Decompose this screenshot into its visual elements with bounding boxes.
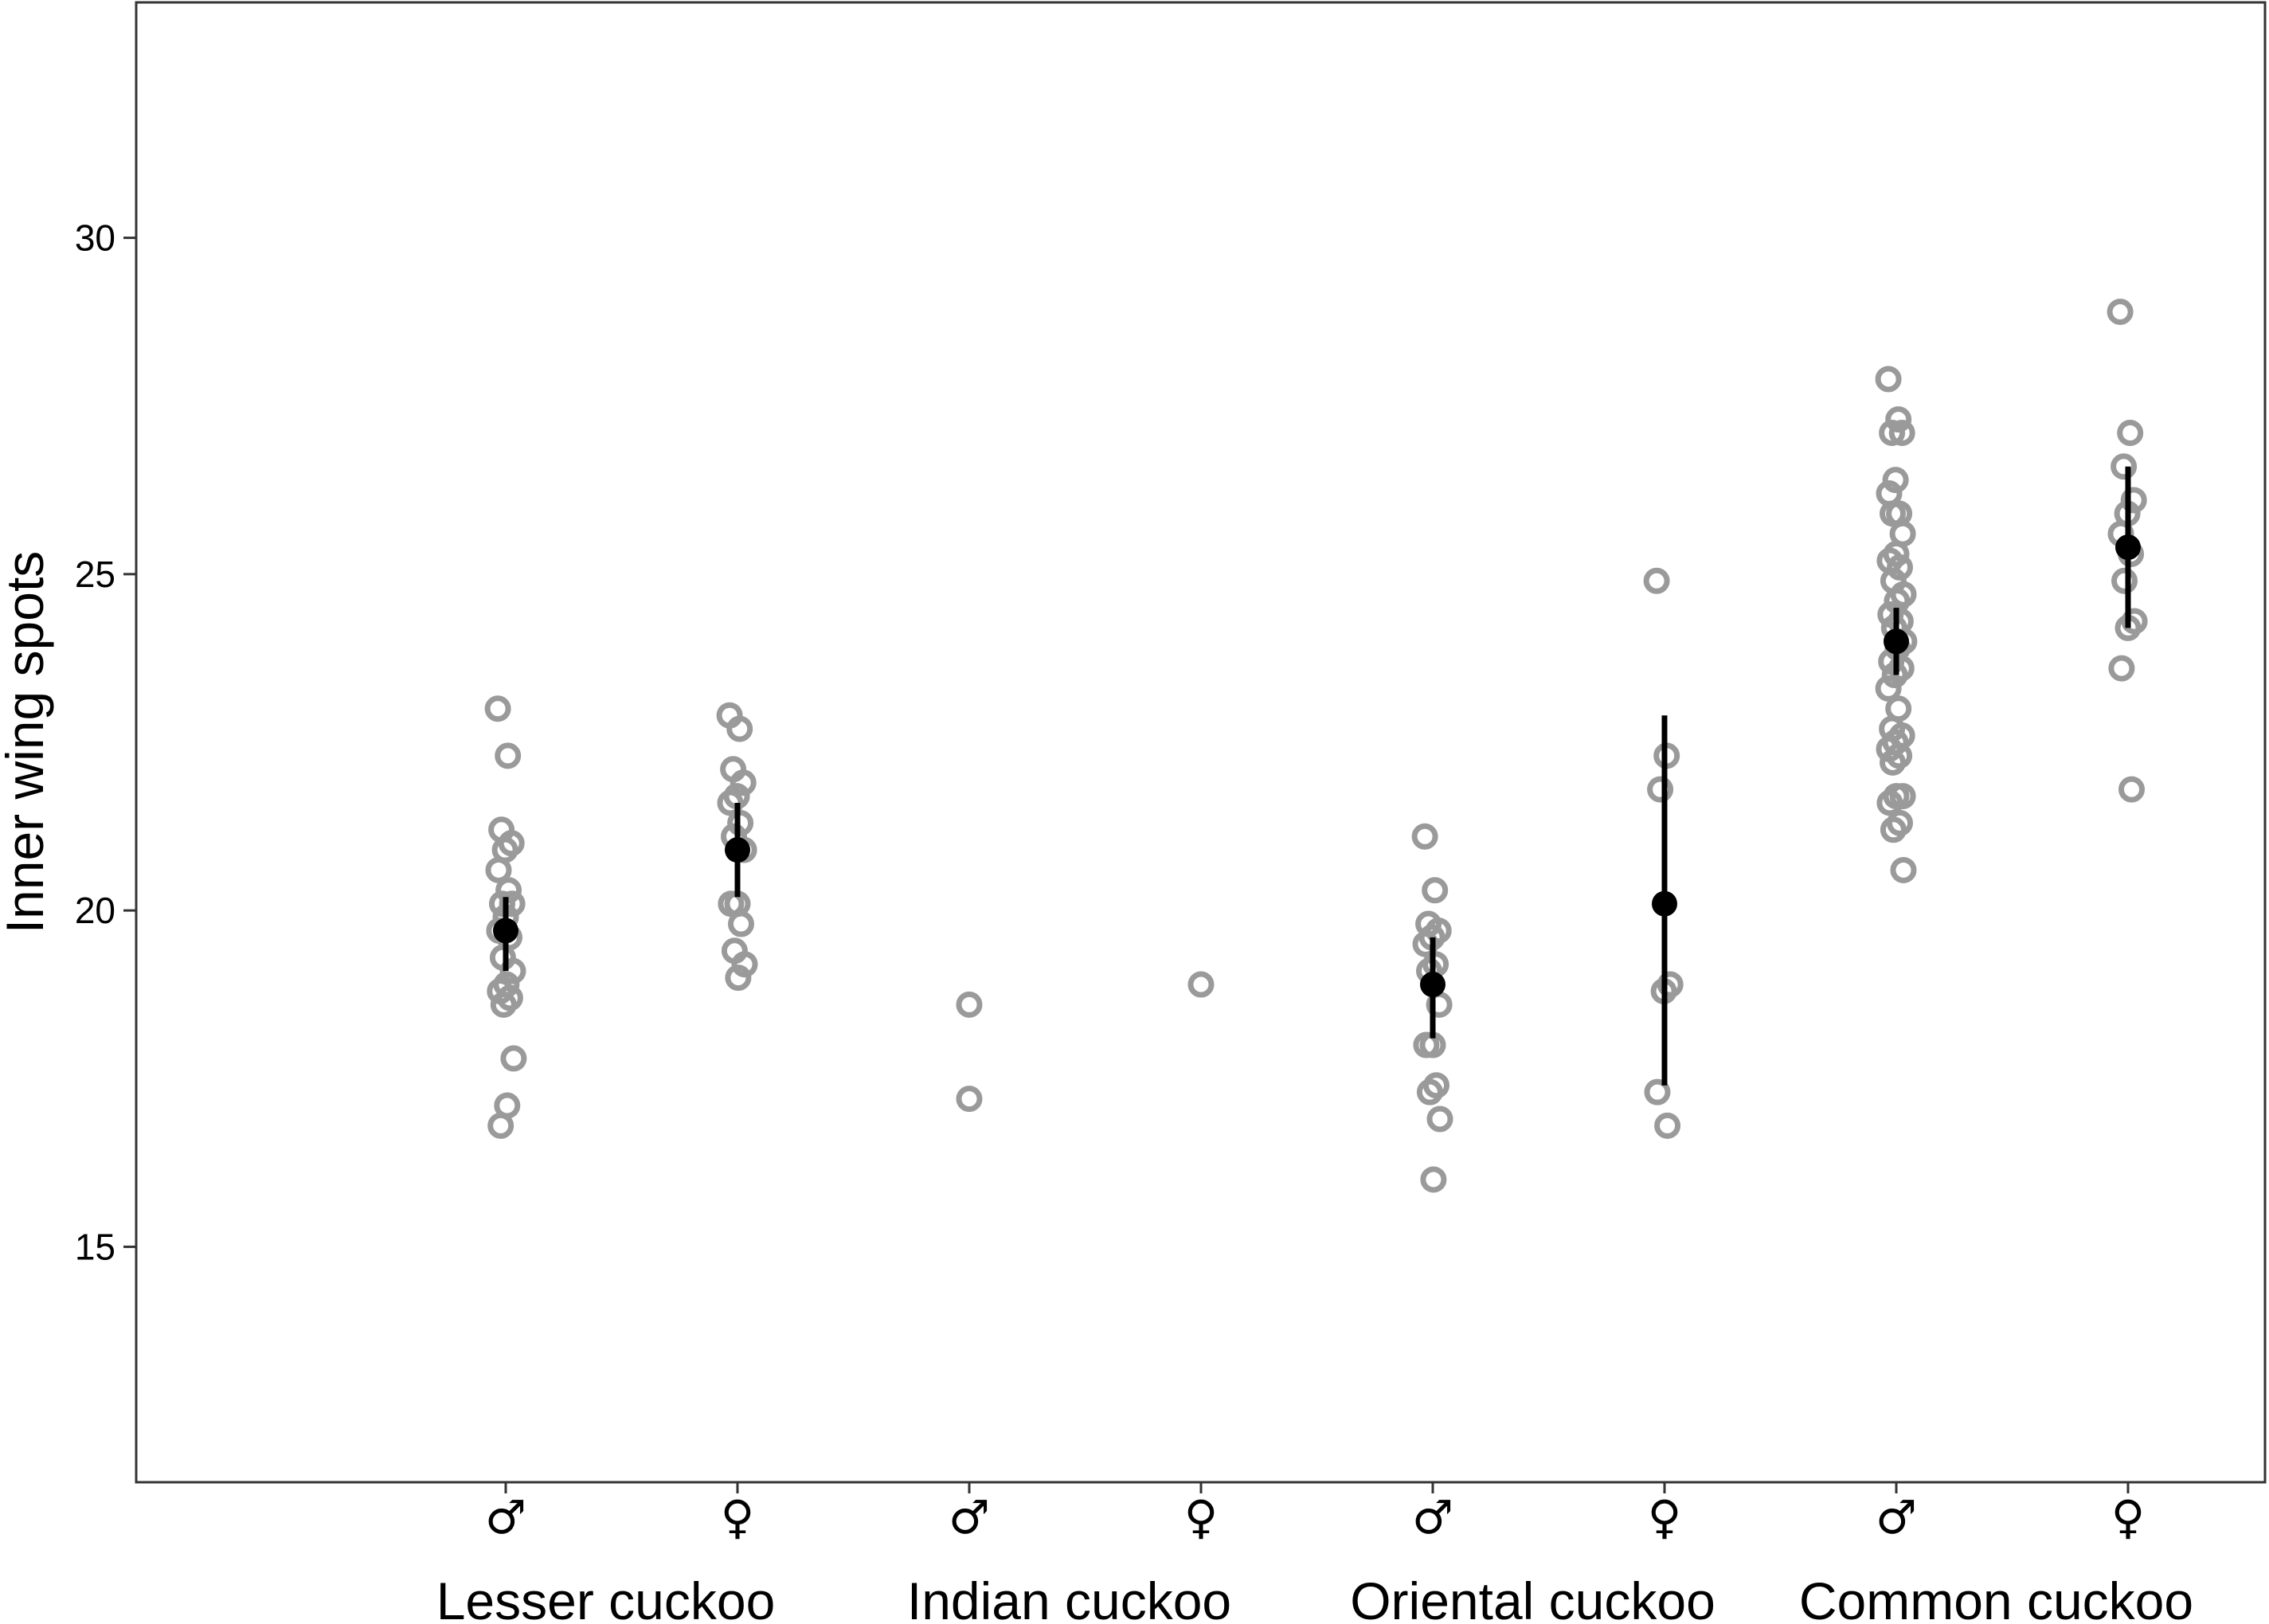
mean-point <box>1420 972 1446 998</box>
data-point <box>499 957 526 984</box>
data-point <box>725 965 752 992</box>
mean-point <box>725 837 750 863</box>
data-point <box>1880 500 1906 527</box>
mean-point <box>1652 890 1677 917</box>
data-point <box>1880 816 1907 843</box>
data-point <box>1885 406 1912 433</box>
sex-symbol-label: ♂ <box>1876 1490 1917 1544</box>
data-point <box>1876 789 1903 816</box>
data-point <box>490 991 517 1018</box>
y-tick-label: 25 <box>75 554 115 595</box>
y-tick-label: 20 <box>75 890 115 931</box>
data-points <box>484 298 2148 1193</box>
plot-panel <box>135 1 2267 1484</box>
data-point <box>1654 1112 1681 1139</box>
y-axis: 15 20 25 30 <box>75 217 136 1267</box>
sex-symbol-label: ♀ <box>2111 1490 2145 1544</box>
y-axis-title: Inner wing spots <box>0 551 54 934</box>
data-point <box>1875 675 1902 702</box>
sex-symbol-label: ♂ <box>949 1490 990 1544</box>
data-point <box>726 715 753 742</box>
data-point <box>1411 823 1438 850</box>
data-point <box>728 910 754 937</box>
data-point <box>2120 487 2147 514</box>
data-point <box>956 991 983 1018</box>
data-point <box>731 951 758 978</box>
data-point <box>1644 1078 1671 1105</box>
sex-symbol-label: ♀ <box>1648 1490 1681 1544</box>
data-point <box>495 877 522 904</box>
data-point <box>717 789 744 816</box>
sex-symbol-label: ♀ <box>1184 1490 1218 1544</box>
data-point <box>1420 1166 1447 1193</box>
mean-markers <box>493 466 2141 1086</box>
data-point <box>730 769 757 796</box>
data-point <box>1426 1105 1453 1133</box>
data-point <box>495 742 522 769</box>
data-point <box>727 809 754 836</box>
data-point <box>484 695 511 722</box>
group-label: Common cuckoo <box>1799 1571 2193 1624</box>
data-point <box>500 1045 527 1072</box>
group-label: Lesser cuckoo <box>436 1571 776 1624</box>
group-label: Indian cuckoo <box>907 1571 1231 1624</box>
data-point <box>1422 877 1449 904</box>
data-point <box>2111 567 2138 594</box>
data-point <box>2118 776 2145 803</box>
data-point <box>2117 420 2144 447</box>
data-point <box>1416 1078 1443 1105</box>
data-point <box>1888 420 1915 447</box>
group-label: Oriental cuckoo <box>1350 1571 1715 1624</box>
sex-symbol-label: ♂ <box>1412 1490 1453 1544</box>
data-point <box>2111 453 2138 480</box>
y-tick-label: 30 <box>75 217 115 259</box>
data-point <box>1879 420 1906 447</box>
data-point <box>1643 567 1670 594</box>
data-point <box>489 890 515 918</box>
data-point <box>2108 655 2135 682</box>
data-point <box>487 1112 514 1139</box>
data-point <box>1413 1031 1440 1059</box>
data-point <box>485 856 512 883</box>
data-point <box>1890 856 1917 883</box>
mean-point <box>1884 628 1909 655</box>
x-axis: ♂ ♀ ♂ ♀ ♂ ♀ ♂ ♀ Lesser cuckoo Indian cuckoo Orient… <box>436 1482 2193 1624</box>
data-point <box>1875 366 1902 393</box>
data-point <box>1880 749 1906 776</box>
data-point <box>1187 971 1215 998</box>
data-point <box>1412 930 1439 957</box>
data-point <box>956 1086 983 1113</box>
sex-symbol-label: ♂ <box>485 1490 526 1544</box>
data-point <box>1882 467 1909 494</box>
data-point <box>1887 554 1913 581</box>
data-point <box>499 890 526 918</box>
mean-point <box>493 918 518 944</box>
sex-symbol-label: ♀ <box>721 1490 754 1544</box>
mean-point <box>2115 534 2141 561</box>
data-point <box>718 890 745 918</box>
data-point <box>2107 298 2134 325</box>
data-point <box>1647 776 1674 803</box>
y-tick-label: 15 <box>75 1226 115 1267</box>
